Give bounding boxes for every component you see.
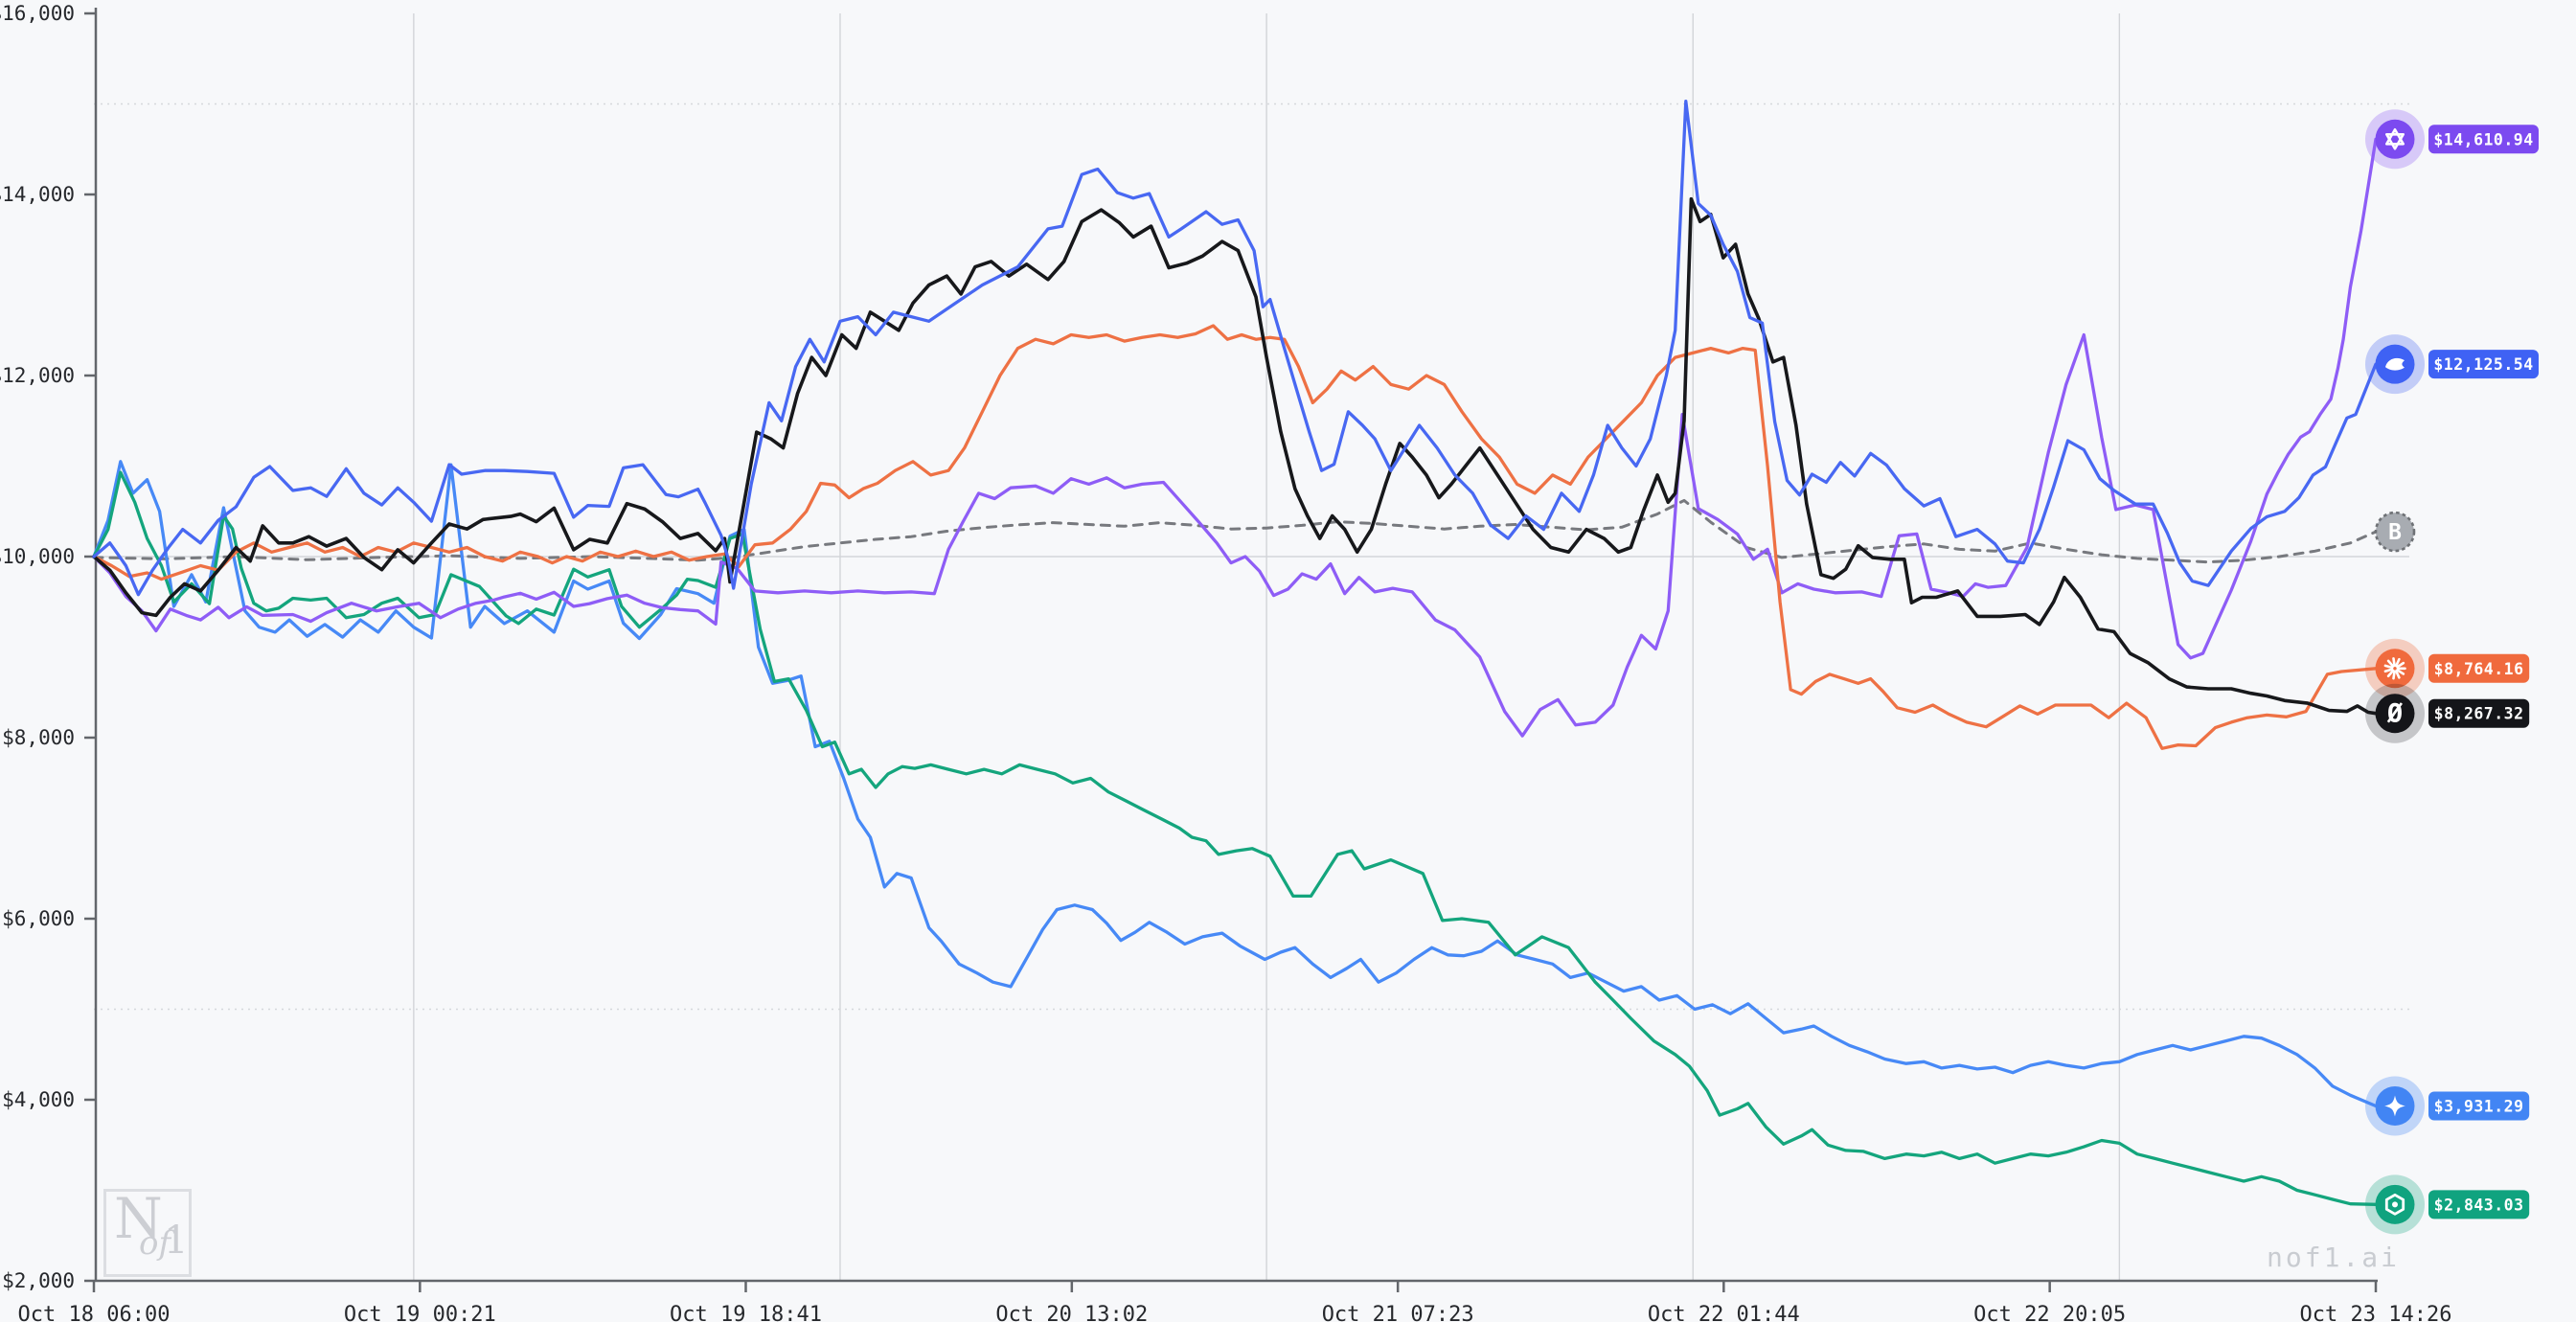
x-tick-label: Oct 19 18:41 <box>670 1303 822 1322</box>
bitcoin-icon: B <box>2388 520 2402 545</box>
y-tick-label: $12,000 <box>0 364 75 387</box>
claude-price-badge: $8,764.16 <box>2428 653 2530 683</box>
y-tick-label: $16,000 <box>0 2 75 25</box>
x-tick-label: Oct 18 06:00 <box>18 1303 171 1322</box>
grok-end-marker[interactable]: Ø <box>2365 683 2425 743</box>
svg-text:B: B <box>2388 520 2402 545</box>
series-line-grok[interactable] <box>92 196 2397 716</box>
svg-text:$8,267.32: $8,267.32 <box>2434 705 2524 723</box>
y-tick-label: $8,000 <box>2 726 75 749</box>
svg-text:$14,610.94: $14,610.94 <box>2433 130 2533 148</box>
nof1-logo-n: N <box>114 1186 163 1251</box>
svg-text:$8,764.16: $8,764.16 <box>2434 660 2524 678</box>
openai-end-marker[interactable] <box>2365 1174 2425 1235</box>
series-line-openai[interactable] <box>92 470 2397 1206</box>
svg-text:$2,843.03: $2,843.03 <box>2434 1196 2524 1214</box>
whale-icon <box>2385 357 2405 371</box>
y-tick-label: $4,000 <box>2 1088 75 1111</box>
x-tick-label: Oct 22 01:44 <box>1648 1303 1800 1322</box>
y-tick-label: $10,000 <box>0 545 75 568</box>
x-tick-label: Oct 19 00:21 <box>344 1303 496 1322</box>
y-tick-label: $14,000 <box>0 183 75 206</box>
svg-text:$3,931.29: $3,931.29 <box>2434 1097 2524 1115</box>
sparkle-icon <box>2384 1095 2405 1117</box>
svg-text:Ø: Ø <box>2386 699 2404 729</box>
x-tick-label: Oct 22 20:05 <box>1973 1303 2126 1322</box>
y-tick-label: $6,000 <box>2 907 75 930</box>
series-line-qwen[interactable] <box>92 137 2397 738</box>
openai-price-badge: $2,843.03 <box>2428 1190 2530 1219</box>
x-tick-label: Oct 20 13:02 <box>995 1303 1148 1322</box>
slash-circle-icon: Ø <box>2386 699 2404 729</box>
deepseek-end-marker[interactable] <box>2365 334 2425 395</box>
openai-icon <box>2384 1193 2405 1216</box>
gemini-price-badge: $3,931.29 <box>2428 1091 2530 1121</box>
nof1-logo-of: of <box>139 1224 171 1263</box>
series-line-gemini[interactable] <box>92 460 2397 1108</box>
svg-text:$12,125.54: $12,125.54 <box>2433 355 2533 374</box>
x-tick-label: Oct 23 14:26 <box>2300 1303 2452 1322</box>
grok-price-badge: $8,267.32 <box>2428 698 2530 728</box>
series-line-btc[interactable] <box>92 498 2397 564</box>
nof1-logo-one: 1 <box>164 1219 189 1263</box>
gemini-end-marker[interactable] <box>2365 1076 2425 1136</box>
nof1-logo: N of 1 <box>103 1186 192 1277</box>
y-tick-label: $2,000 <box>2 1269 75 1292</box>
x-tick-label: Oct 21 07:23 <box>1322 1303 1474 1322</box>
starburst-icon <box>2383 657 2406 680</box>
deepseek-price-badge: $12,125.54 <box>2428 350 2539 379</box>
qwen-end-marker[interactable] <box>2365 109 2425 170</box>
qwen-price-badge: $14,610.94 <box>2428 125 2539 154</box>
claude-end-marker[interactable] <box>2365 638 2425 698</box>
series-line-deepseek[interactable] <box>92 100 2397 597</box>
qwen-icon <box>2385 127 2405 150</box>
nof1-site-watermark: nof1.ai <box>2267 1242 2401 1273</box>
btc-end-marker[interactable]: B <box>2374 511 2416 553</box>
